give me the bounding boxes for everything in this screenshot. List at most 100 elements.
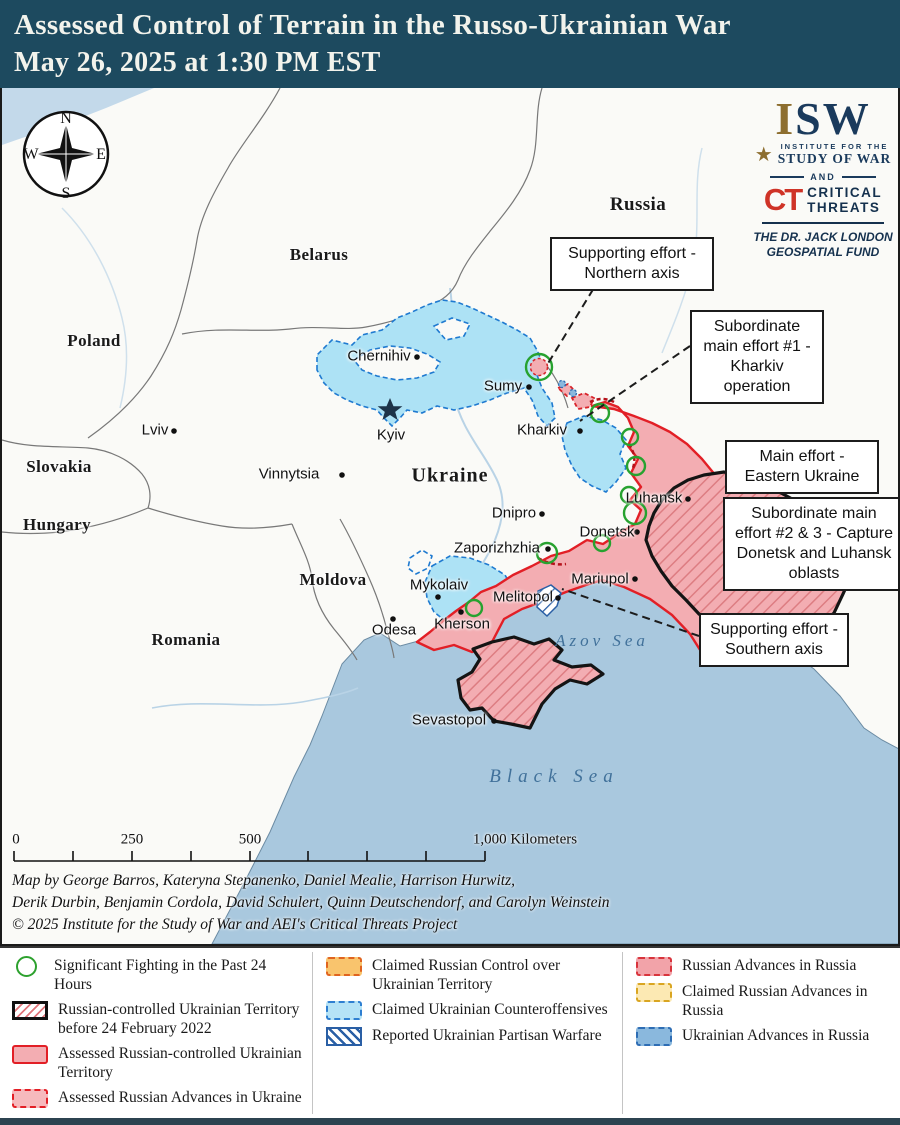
claimed-russian-control-swatch — [326, 957, 362, 976]
label-ukraine: Ukraine — [411, 464, 489, 487]
callout-subordinate-effort-2-3: Subordinate main effort #2 & 3 - Capture… — [723, 497, 898, 591]
legend-column-2: Claimed Russian Control over Ukrainian T… — [326, 956, 612, 1052]
pre-2022-territory-swatch — [12, 1001, 48, 1020]
sumy-advance-pocket — [529, 357, 549, 377]
credit-line-1: Map by George Barros, Kateryna Stepanenk… — [12, 872, 515, 889]
isw-subtitle: ★ INSTITUTE FOR THE STUDY OF WAR — [748, 142, 898, 167]
legend-column-1: Significant Fighting in the Past 24 Hour… — [12, 956, 304, 1114]
label-kherson: Kherson — [434, 615, 490, 633]
city-dots — [171, 354, 691, 724]
partisan-warfare-swatch — [326, 1027, 362, 1046]
label-chernihiv: Chernihiv — [347, 347, 411, 365]
isw-study-of-war-text: STUDY OF WAR — [777, 151, 892, 166]
star-icon: ★ — [754, 143, 773, 166]
compass-rose: N E S W — [22, 110, 110, 202]
rule-right — [841, 176, 876, 178]
title-bar: Assessed Control of Terrain in the Russo… — [0, 0, 900, 88]
legend-label: Assessed Russian Advances in Ukraine — [58, 1089, 302, 1106]
rule-left — [770, 176, 805, 178]
legend-column-3: Russian Advances in Russia Claimed Russi… — [636, 956, 892, 1052]
label-vinnytsia: Vinnytsia — [258, 465, 320, 483]
label-dnipro: Dnipro — [491, 504, 537, 522]
scale-250: 250 — [120, 831, 144, 848]
isw-wordmark: ISW — [748, 96, 898, 142]
label-russia: Russia — [609, 194, 667, 215]
legend-label: Reported Ukrainian Partisan Warfare — [372, 1027, 602, 1044]
legend-label: Assessed Russian-controlled Ukrainian Te… — [58, 1045, 302, 1081]
label-moldova: Moldova — [299, 570, 367, 589]
label-sevastopol: Sevastopol — [411, 711, 487, 729]
label-belarus: Belarus — [289, 245, 349, 264]
legend-item-claimed-russian-control: Claimed Russian Control over Ukrainian T… — [326, 956, 612, 994]
significant-fighting-swatch — [16, 956, 37, 977]
label-lviv: Lviv — [141, 421, 169, 439]
russian-advances-swatch — [12, 1089, 48, 1108]
map-title: Assessed Control of Terrain in the Russo… — [14, 9, 731, 41]
legend-item-russian-advances-ukraine: Assessed Russian Advances in Ukraine — [12, 1088, 304, 1108]
label-azov-sea: Azov Sea — [555, 631, 649, 650]
critical-threats-logo: CT CRITICAL THREATS — [748, 182, 898, 217]
legend-item-russian-advances-russia: Russian Advances in Russia — [636, 956, 892, 976]
ukrainian-partisan-warfare-area — [536, 584, 562, 618]
label-kharkiv: Kharkiv — [516, 421, 568, 439]
label-kyiv: Kyiv — [376, 426, 406, 444]
scale-bar — [13, 851, 486, 862]
ukrainian-advances-in-russia — [557, 379, 578, 398]
compass-n: N — [60, 110, 72, 127]
legend-separator-2 — [622, 952, 623, 1114]
logo-and-row: AND — [748, 172, 898, 182]
label-luhansk: Luhansk — [625, 489, 683, 507]
logo-and-text: AND — [810, 172, 836, 182]
callout-leader-lines — [546, 277, 700, 637]
legend-item-pre-2022-territory: Russian-controlled Ukrainian Territory b… — [12, 1000, 304, 1038]
callout-main-effort-eastern-ukraine: Main effort - Eastern Ukraine — [725, 440, 879, 494]
ukrainian-advances-russia-swatch — [636, 1027, 672, 1046]
isw-sw: SW — [795, 93, 871, 144]
map-canvas: N E S W ISW ★ INSTITUTE FOR THE STUDY OF… — [0, 88, 900, 946]
legend-label: Claimed Russian Advances in Russia — [682, 983, 868, 1019]
claimed-russian-advances-russia-swatch — [636, 983, 672, 1002]
legend-label: Ukrainian Advances in Russia — [682, 1027, 870, 1044]
label-melitopol: Melitopol — [492, 588, 554, 606]
legend-label: Russian-controlled Ukrainian Territory b… — [58, 1001, 300, 1037]
credit-line-3: © 2025 Institute for the Study of War an… — [12, 916, 458, 933]
callout-kharkiv-operation: Subordinate main effort #1 - Kharkiv ope… — [690, 310, 824, 404]
legend-label: Russian Advances in Russia — [682, 957, 857, 974]
legend-item-partisan-warfare: Reported Ukrainian Partisan Warfare — [326, 1026, 612, 1046]
legend-label: Claimed Russian Control over Ukrainian T… — [372, 957, 561, 993]
callout-southern-axis: Supporting effort - Southern axis — [699, 613, 849, 667]
isw-i: I — [775, 93, 796, 144]
label-poland: Poland — [67, 331, 121, 350]
label-slovakia: Slovakia — [26, 457, 92, 476]
logo-divider — [762, 222, 884, 224]
ct-threats-text: THREATS — [807, 200, 881, 215]
legend-item-significant-fighting: Significant Fighting in the Past 24 Hour… — [12, 956, 304, 994]
compass-s: S — [62, 185, 71, 202]
label-mariupol: Mariupol — [571, 570, 629, 588]
legend-item-russian-controlled: Assessed Russian-controlled Ukrainian Te… — [12, 1044, 304, 1082]
scale-1000-km: 1,000 Kilometers — [472, 831, 578, 848]
ct-critical-text: CRITICAL — [807, 185, 883, 200]
isw-ct-logo: ISW ★ INSTITUTE FOR THE STUDY OF WAR AND… — [748, 96, 898, 260]
label-donetsk: Donetsk — [579, 523, 635, 541]
russian-controlled-swatch — [12, 1045, 48, 1064]
compass-e: E — [96, 146, 106, 163]
map-legend: Significant Fighting in the Past 24 Hour… — [0, 946, 900, 1118]
label-mykolaiv: Mykolaiv — [409, 576, 469, 594]
callout-northern-axis: Supporting effort - Northern axis — [550, 237, 714, 291]
ukrainian-counteroffensive-swatch — [326, 1001, 362, 1020]
legend-item-claimed-ukrainian-counteroffensives: Claimed Ukrainian Counteroffensives — [326, 1000, 612, 1020]
geospatial-fund-line2: GEOSPATIAL FUND — [766, 244, 880, 259]
label-romania: Romania — [151, 630, 221, 649]
scale-500: 500 — [238, 831, 262, 848]
label-odesa: Odesa — [371, 621, 417, 639]
russian-advances-russia-swatch — [636, 957, 672, 976]
kyiv-capital-star — [377, 398, 403, 420]
ct-monogram: CT — [763, 182, 803, 217]
claimed-ukrainian-counteroffensive-areas — [316, 299, 627, 621]
label-zaporizhzhia: Zaporizhzhia — [454, 539, 540, 557]
label-hungary: Hungary — [23, 515, 91, 534]
map-date: May 26, 2025 at 1:30 PM EST — [14, 47, 381, 78]
legend-label: Claimed Ukrainian Counteroffensives — [372, 1001, 608, 1018]
